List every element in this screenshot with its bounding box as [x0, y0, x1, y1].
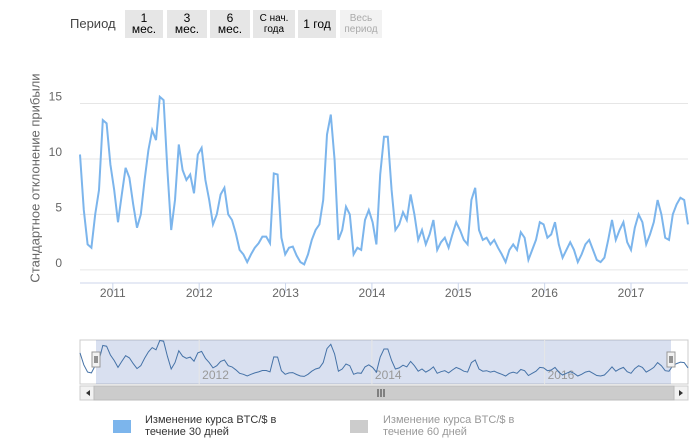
range-label: Период: [70, 16, 116, 31]
navigator-tick-label: 2012: [202, 368, 229, 382]
x-tick-label: 2017: [618, 286, 645, 300]
navigator-handle[interactable]: [666, 351, 676, 368]
navigator-mask: [96, 340, 671, 384]
y-tick-label: 10: [49, 145, 63, 159]
x-tick-label: 2014: [359, 286, 386, 300]
x-tick-label: 2011: [100, 286, 126, 300]
x-tick-label: 2012: [186, 286, 213, 300]
series-line: [79, 94, 689, 266]
range-button[interactable]: 1 год: [298, 10, 336, 38]
y-axis-title: Стандартное отклонение прибыли: [27, 73, 42, 282]
navigator-frame: [79, 339, 689, 385]
y-tick-label: 0: [55, 256, 62, 270]
x-tick-label: 2013: [272, 286, 299, 300]
legend-label[interactable]: Изменение курса BTC/$ в течение 60 дней: [383, 414, 515, 438]
navigator-handle[interactable]: [91, 351, 101, 368]
legend-swatch[interactable]: [113, 420, 131, 433]
scroll-right[interactable]: [679, 390, 683, 396]
x-tick-label: 2015: [445, 286, 472, 300]
range-button[interactable]: 3 мес.: [167, 10, 207, 38]
legend-label[interactable]: Изменение курса BTC/$ в течение 30 дней: [145, 414, 277, 438]
legend-swatch[interactable]: [350, 420, 368, 433]
range-button[interactable]: С нач. года: [253, 10, 295, 38]
y-tick-label: 15: [49, 90, 63, 104]
range-button[interactable]: 6 мес.: [210, 10, 250, 38]
range-button: Весь период: [340, 10, 382, 38]
navigator-tick-label: 2016: [548, 368, 575, 382]
navigator-tick-label: 2014: [375, 368, 402, 382]
y-tick-label: 5: [55, 201, 62, 215]
scroll-left[interactable]: [86, 390, 90, 396]
range-button[interactable]: 1 мес.: [125, 10, 163, 38]
x-tick-label: 2016: [531, 286, 558, 300]
navigator-line: [79, 339, 689, 377]
